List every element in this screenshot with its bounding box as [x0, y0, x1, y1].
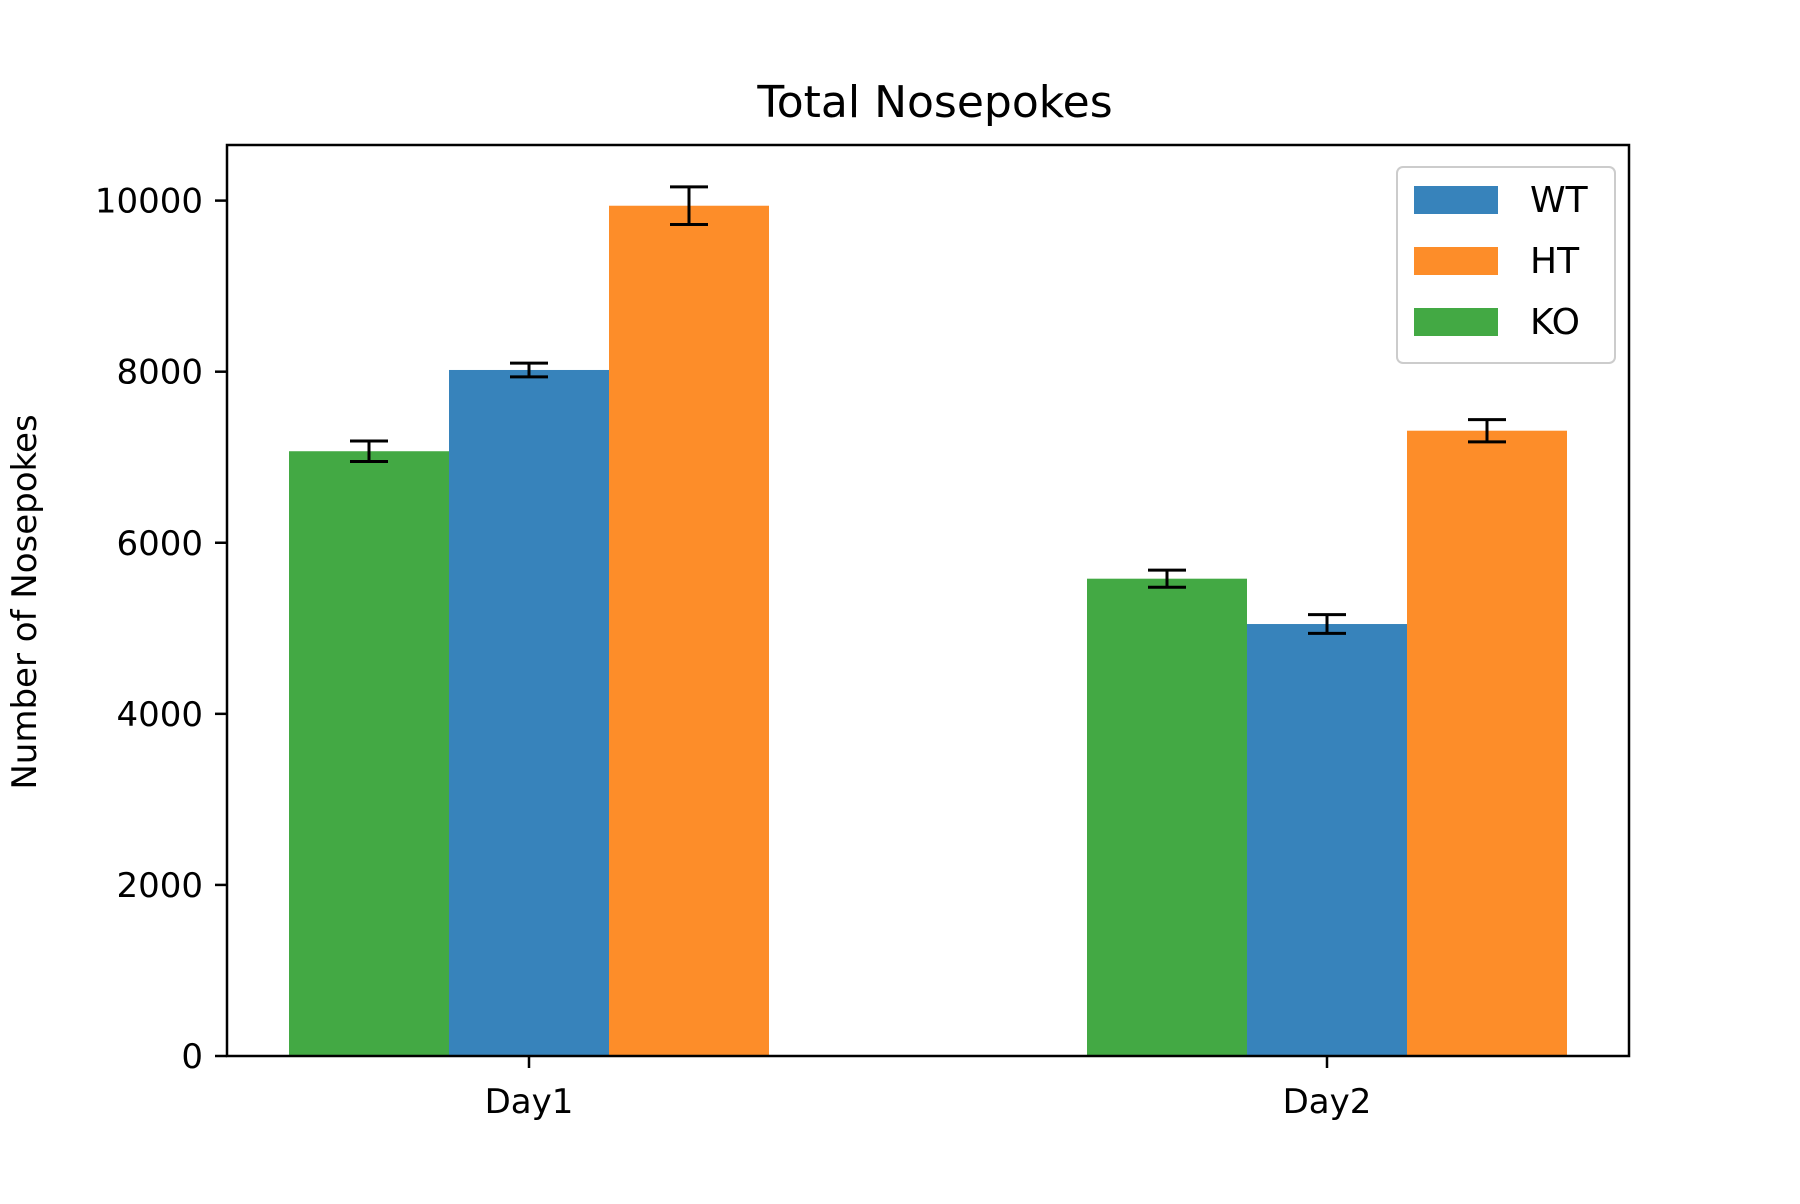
bar-ko-day1: [289, 451, 449, 1056]
error-bar-wt-day2: [1308, 613, 1346, 635]
x-tick-label: Day1: [485, 1082, 574, 1122]
error-bar-ht-day1: [670, 185, 708, 227]
bar-wt-day1: [449, 369, 609, 1056]
y-tick-label: 6000: [116, 524, 203, 564]
legend: WT HT KO: [1396, 166, 1616, 364]
legend-label-ko: KO: [1530, 302, 1580, 343]
error-bar-ko-day2: [1148, 568, 1186, 589]
bar-wt-day2: [1247, 624, 1407, 1056]
error-bar-wt-day1: [510, 361, 548, 379]
x-tick-label: Day2: [1283, 1082, 1372, 1122]
y-tick-label: 0: [181, 1037, 203, 1077]
bar-ko-day2: [1087, 578, 1247, 1056]
y-tick-label: 4000: [116, 695, 203, 735]
error-bar-ko-day1: [350, 439, 388, 463]
legend-label-ht: HT: [1530, 241, 1580, 282]
legend-swatch-wt: [1414, 186, 1498, 214]
plot-area: 0 2000 4000 6000 8000 10000 Day1 Day2 WT HT KO: [95, 143, 1631, 1122]
y-tick-label: 2000: [116, 866, 203, 906]
y-tick-label: 10000: [95, 182, 203, 222]
legend-swatch-ko: [1414, 308, 1498, 336]
error-bar-ht-day2: [1468, 418, 1506, 444]
y-axis-label: Number of Nosepokes: [5, 414, 45, 789]
legend-label-wt: WT: [1530, 180, 1589, 221]
y-tick-label: 8000: [116, 353, 203, 393]
chart-title: Total Nosepokes: [756, 77, 1112, 128]
bar-ht-day2: [1407, 430, 1567, 1057]
bar-ht-day1: [609, 205, 769, 1056]
axes-frame: [225, 143, 1631, 1058]
legend-swatch-ht: [1414, 247, 1498, 275]
